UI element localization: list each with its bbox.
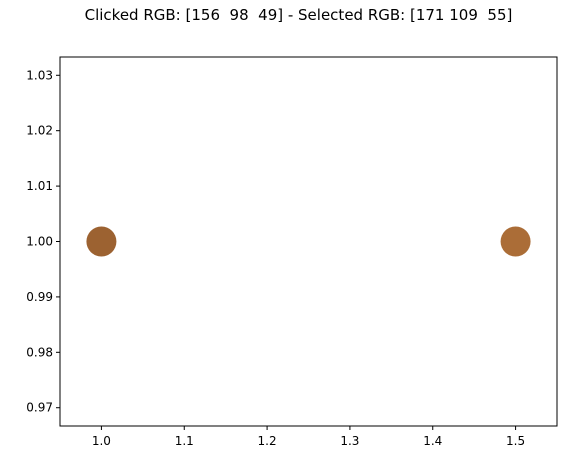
x-tick-label: 1.4 [423, 434, 442, 448]
y-tick-label: 1.03 [26, 68, 53, 82]
y-tick-label: 1.00 [26, 235, 53, 249]
axis-ticks: 1.0 1.1 1.2 1.3 1.4 1.5 0.97 0.98 0.99 1.00 1.01 1.… [26, 68, 525, 448]
chart-title: Clicked RGB: [156 98 49] - Selected RGB:… [84, 6, 513, 24]
x-tick-label: 1.5 [506, 434, 525, 448]
data-point [86, 226, 117, 257]
x-tick-label: 1.1 [175, 434, 194, 448]
x-tick-label: 1.2 [258, 434, 277, 448]
data-points [86, 226, 531, 257]
y-tick-label: 0.99 [26, 290, 53, 304]
axes-frame [59, 56, 558, 427]
x-tick-label: 1.0 [92, 434, 111, 448]
x-tick-label: 1.3 [340, 434, 359, 448]
y-tick-label: 0.98 [26, 345, 53, 359]
y-tick-label: 0.97 [26, 401, 53, 415]
y-tick-label: 1.02 [26, 124, 53, 138]
data-point [500, 226, 531, 257]
y-tick-label: 1.01 [26, 179, 53, 193]
